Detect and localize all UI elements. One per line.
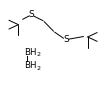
- Text: S: S: [29, 10, 34, 19]
- Text: 2: 2: [36, 53, 40, 57]
- Text: BH: BH: [24, 62, 37, 70]
- Text: BH: BH: [24, 48, 37, 57]
- Text: 2: 2: [36, 66, 40, 71]
- Text: S: S: [63, 35, 69, 44]
